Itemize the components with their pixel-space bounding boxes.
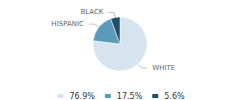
svg-text:5.6%: 5.6% <box>164 92 185 100</box>
svg-text:BLACK: BLACK <box>80 8 103 16</box>
svg-text:HISPANIC: HISPANIC <box>51 20 84 28</box>
svg-text:WHITE: WHITE <box>152 64 175 72</box>
svg-text:17.5%: 17.5% <box>117 92 143 100</box>
svg-text:76.9%: 76.9% <box>69 92 95 100</box>
